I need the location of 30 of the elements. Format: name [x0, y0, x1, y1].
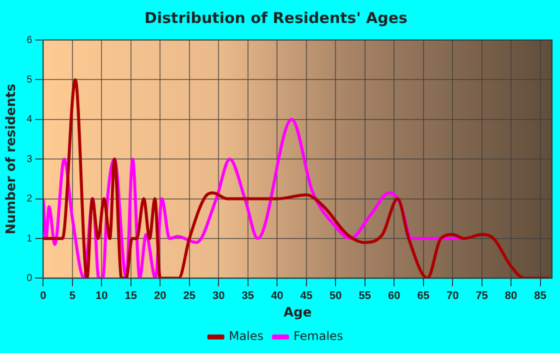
x-tick-label: 30	[212, 290, 225, 302]
x-tick-label: 20	[154, 290, 166, 302]
x-tick-label: 50	[329, 290, 342, 302]
x-tick-label: 65	[417, 290, 430, 302]
x-tick-label: 70	[446, 290, 459, 302]
x-tick-label: 45	[300, 290, 312, 302]
x-tick-label: 15	[124, 290, 138, 302]
x-tick-label: 10	[96, 290, 108, 302]
x-tick-label: 5	[69, 290, 76, 302]
y-tick-label: 3	[26, 154, 33, 165]
x-tick-label: 55	[358, 290, 371, 302]
x-tick-label: 75	[476, 290, 488, 302]
x-axis-title: Age	[283, 306, 312, 321]
x-tick-label: 60	[388, 290, 400, 302]
x-tick-label: 85	[534, 290, 546, 302]
y-tick-label: 1	[26, 233, 33, 244]
y-tick-label: 4	[26, 114, 33, 126]
x-tick-label: 35	[242, 290, 254, 302]
x-tick-label: 0	[40, 290, 46, 302]
y-tick-label: 0	[26, 272, 33, 284]
y-tick-label: 2	[26, 194, 33, 205]
y-tick-label: 5	[26, 74, 33, 86]
x-tick-label: 25	[183, 290, 196, 302]
legend-label: Males	[228, 329, 264, 344]
y-tick-label: 6	[26, 34, 33, 46]
x-tick-label: 40	[270, 290, 284, 302]
chart-title: Distribution of Residents' Ages	[144, 8, 408, 27]
legend-label: Females	[294, 329, 344, 344]
x-tick-label: 80	[504, 290, 518, 302]
y-axis-title: Number of residents	[4, 84, 20, 234]
